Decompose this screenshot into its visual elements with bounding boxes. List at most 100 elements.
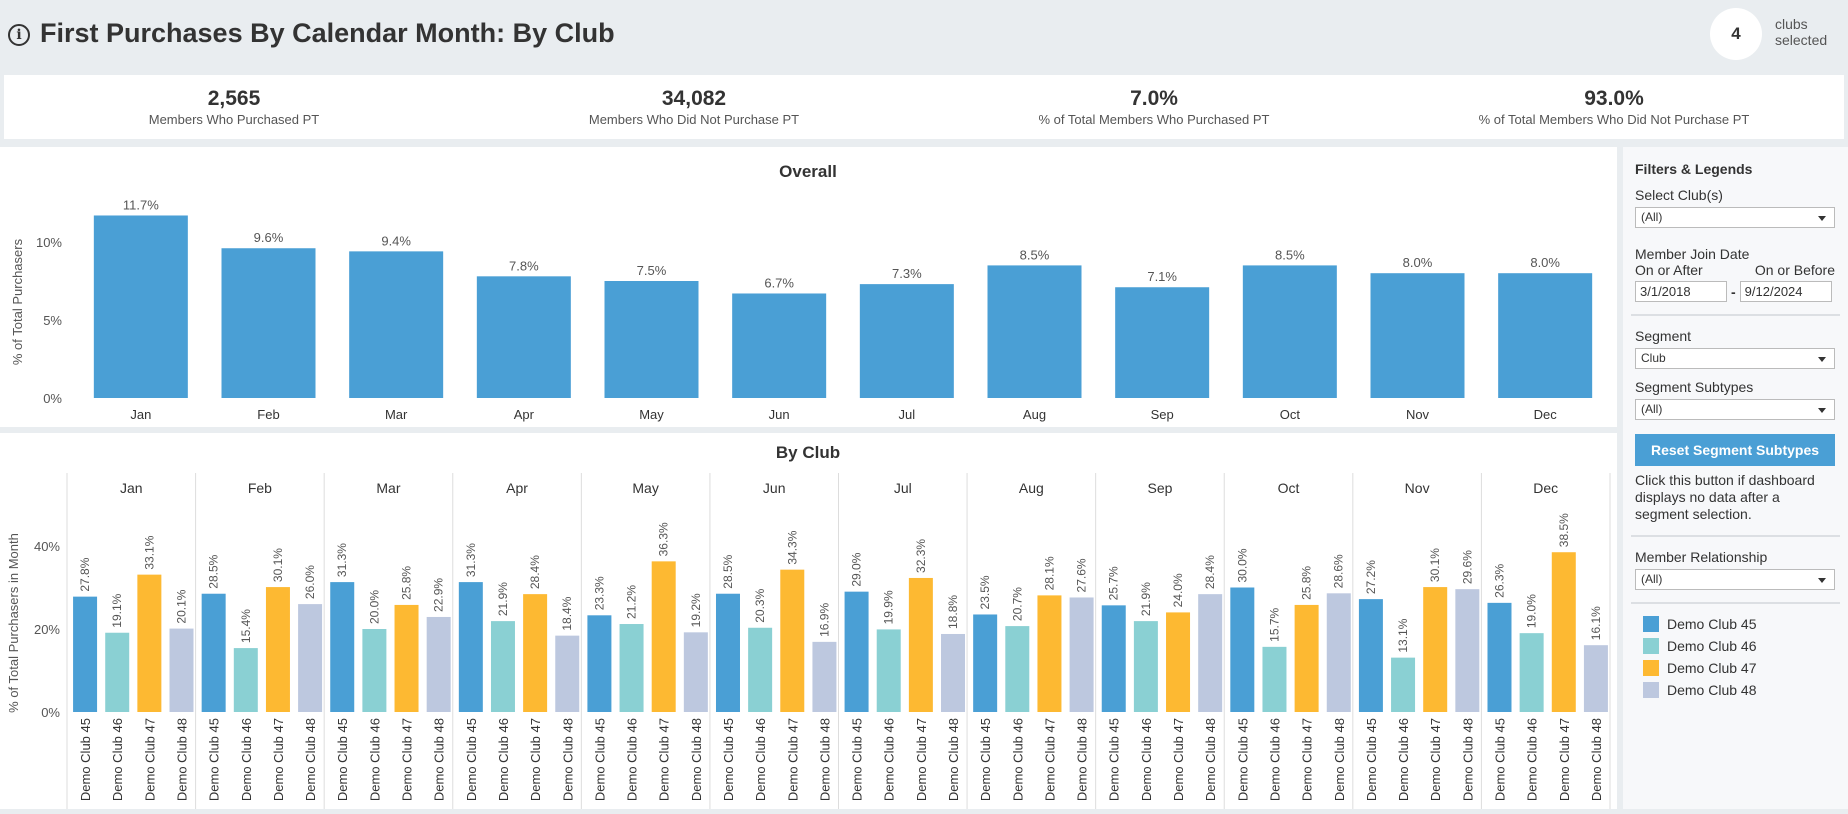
x-tick-label: Demo Club 47 (914, 718, 929, 801)
data-label: 13.1% (1396, 618, 1410, 652)
on-or-before-label: On or Before (1754, 262, 1835, 278)
bar-nov-club-47 (1423, 587, 1448, 712)
x-tick-label: Demo Club 45 (850, 718, 865, 801)
x-tick-label: Demo Club 48 (560, 718, 575, 801)
x-tick-label: Demo Club 48 (689, 718, 704, 801)
bar-jul (859, 284, 954, 398)
y-tick-label: 10% (36, 235, 62, 250)
kpi-not-purchased: 34,082 Members Who Did Not Purchase PT (464, 75, 924, 139)
legend-item[interactable]: Demo Club 48 (1643, 682, 1836, 698)
select-clubs-dropdown[interactable]: (All) (1635, 207, 1835, 228)
data-label: 27.8% (78, 557, 92, 591)
bar-jun-club-47 (780, 569, 805, 712)
data-label: 19.2% (689, 593, 703, 627)
bar-mar (349, 251, 444, 398)
kpi-purchased: 2,565 Members Who Purchased PT (4, 75, 464, 139)
data-label: 15.4% (239, 609, 253, 643)
x-tick-label: Jun (769, 407, 790, 422)
bar-may-club-46 (619, 624, 644, 712)
month-header: Dec (1533, 480, 1558, 496)
bar-apr (476, 276, 571, 398)
bar-oct-club-46 (1262, 646, 1287, 712)
bar-sep-club-45 (1101, 605, 1126, 712)
bar-oct (1242, 265, 1337, 398)
page-title: First Purchases By Calendar Month: By Cl… (40, 18, 615, 48)
data-label: 18.4% (560, 596, 574, 630)
bar-apr-club-46 (490, 621, 515, 712)
legend-swatch (1643, 616, 1659, 632)
x-tick-label: Demo Club 45 (207, 718, 222, 801)
overall-chart: Overall % of Total Purchasers 0% 5% 10% 11.7%… (10, 162, 1593, 422)
y-tick-label: 20% (34, 622, 60, 637)
x-tick-label: Demo Club 45 (78, 718, 93, 801)
bar-apr-club-47 (523, 594, 548, 712)
join-date-before-input[interactable]: 9/12/2024 (1739, 281, 1832, 302)
legend-item[interactable]: Demo Club 46 (1643, 638, 1836, 654)
legend-item[interactable]: Demo Club 47 (1643, 660, 1836, 676)
kpi-label: % of Total Members Who Did Not Purchase … (1478, 112, 1750, 127)
data-label: 30.0% (1235, 548, 1249, 582)
join-date-after-input[interactable]: 3/1/2018 (1635, 281, 1727, 302)
bar-jan-club-47 (137, 574, 162, 712)
bar-may-club-47 (651, 561, 676, 712)
bar-jul-club-45 (844, 591, 869, 712)
divider (1631, 535, 1840, 537)
x-tick-label: Demo Club 46 (367, 718, 382, 801)
x-tick-label: Demo Club 46 (1525, 718, 1540, 801)
overall-chart-panel: Overall % of Total Purchasers 0% 5% 10% 11.7%… (0, 147, 1617, 427)
x-tick-label: Demo Club 45 (464, 718, 479, 801)
data-label: 25.7% (1107, 566, 1121, 600)
bar-dec-club-45 (1487, 602, 1512, 712)
x-tick-label: Demo Club 48 (946, 718, 961, 801)
x-tick-label: Demo Club 46 (1010, 718, 1025, 801)
reset-segment-subtypes-button[interactable]: Reset Segment Subtypes (1635, 434, 1835, 466)
bar-may-club-45 (587, 615, 612, 712)
filters-sidebar: Filters & Legends Select Club(s) (All) M… (1623, 147, 1848, 809)
segment-subtypes-dropdown[interactable]: (All) (1635, 399, 1835, 420)
data-label: 26.0% (303, 565, 317, 599)
x-tick-label: Demo Club 45 (1107, 718, 1122, 801)
data-label: 30.1% (271, 548, 285, 582)
x-tick-label: Demo Club 45 (978, 718, 993, 801)
month-header: Feb (248, 480, 272, 496)
x-tick-label: Demo Club 47 (1042, 718, 1057, 801)
x-tick-label: Demo Club 48 (1203, 718, 1218, 801)
bar-aug-club-46 (1005, 626, 1030, 712)
x-tick-label: Feb (257, 407, 279, 422)
y-tick-label: 0% (41, 705, 60, 720)
bar-feb-club-47 (265, 587, 290, 712)
bar-aug-club-45 (973, 614, 998, 712)
bar-aug (987, 265, 1082, 398)
segment-dropdown[interactable]: Club (1635, 348, 1835, 369)
legend-label: Demo Club 48 (1667, 682, 1757, 698)
legend-item[interactable]: Demo Club 45 (1643, 616, 1836, 632)
data-label: 29.0% (850, 552, 864, 586)
month-header: Oct (1278, 480, 1300, 496)
member-relationship-dropdown[interactable]: (All) (1635, 569, 1835, 590)
data-label: 23.3% (592, 576, 606, 610)
on-or-after-label: On or After (1635, 262, 1703, 278)
x-tick-label: Demo Club 46 (882, 718, 897, 801)
bar-oct-club-47 (1294, 604, 1319, 712)
data-label: 24.0% (1171, 573, 1185, 607)
month-header: May (632, 480, 658, 496)
data-label: 19.9% (882, 590, 896, 624)
sidebar-title: Filters & Legends (1635, 161, 1753, 177)
info-icon[interactable]: i (8, 24, 30, 46)
bar-dec (1498, 273, 1593, 398)
x-tick-label: Demo Club 47 (400, 718, 415, 801)
bar-oct-club-48 (1326, 593, 1351, 712)
data-label: 20.1% (175, 589, 189, 623)
data-label: 8.0% (1403, 255, 1433, 270)
y-tick-label: 40% (34, 539, 60, 554)
x-tick-label: Demo Club 48 (175, 718, 190, 801)
legend-label: Demo Club 45 (1667, 616, 1757, 632)
bar-nov-club-48 (1455, 589, 1480, 712)
bar-apr-club-45 (458, 582, 483, 712)
x-tick-label: Demo Club 45 (1492, 718, 1507, 801)
reset-note: Click this button if dashboard displays … (1635, 472, 1815, 522)
data-label: 7.1% (1147, 269, 1177, 284)
data-label: 19.0% (1525, 594, 1539, 628)
kpi-label: Members Who Purchased PT (148, 112, 320, 127)
x-tick-label: Demo Club 46 (496, 718, 511, 801)
